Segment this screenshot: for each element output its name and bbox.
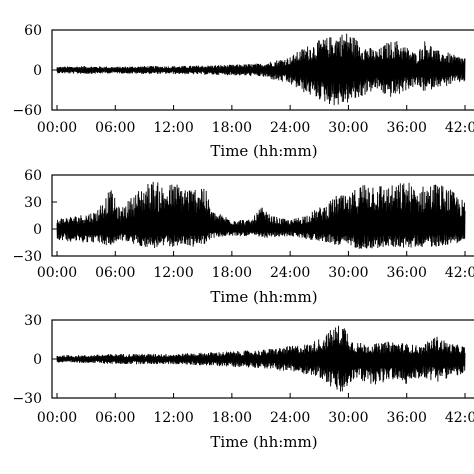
signal-trace	[56, 33, 466, 106]
x-tick-label: 36:00	[387, 410, 427, 426]
y-tick-label: 0	[33, 222, 42, 238]
x-tick-label: 30:00	[328, 410, 368, 426]
x-tick-label: 12:00	[153, 120, 193, 136]
x-tick-label: 12:00	[153, 410, 193, 426]
x-tick-label: 06:00	[95, 120, 135, 136]
x-tick-label: 06:00	[95, 410, 135, 426]
x-tick-label: 06:00	[95, 265, 135, 281]
x-axis-title: Time (hh:mm)	[210, 433, 317, 451]
y-tick-label: −30	[12, 391, 42, 407]
x-tick-label: 42:00	[445, 120, 474, 136]
y-tick-label: 30	[24, 195, 42, 211]
x-tick-label: 00:00	[37, 410, 77, 426]
plot-frame	[51, 174, 474, 257]
x-tick-label: 18:00	[212, 410, 252, 426]
y-tick-label: −30	[12, 249, 42, 265]
x-tick-label: 30:00	[328, 120, 368, 136]
y-tick-label: 0	[33, 63, 42, 79]
x-tick-label: 00:00	[37, 265, 77, 281]
y-tick-label: 60	[24, 23, 42, 39]
x-tick-label: 42:00	[445, 410, 474, 426]
signal-trace	[56, 181, 466, 249]
chart-panel-3: 30 0 −30 00:00 06:00 12:00 18:00 24:00 30:00 36:0…	[12, 313, 474, 451]
x-tick-label: 12:00	[153, 265, 193, 281]
x-tick-label: 36:00	[387, 120, 427, 136]
x-axis-title: Time (hh:mm)	[210, 288, 317, 306]
y-tick-label: 0	[33, 352, 42, 368]
x-tick-label: 42:00	[445, 265, 474, 281]
signal-trace	[56, 325, 466, 392]
x-tick-label: 24:00	[270, 265, 310, 281]
x-tick-label: 18:00	[212, 120, 252, 136]
x-tick-label: 18:00	[212, 265, 252, 281]
x-tick-label: 00:00	[37, 120, 77, 136]
x-tick-label: 24:00	[270, 410, 310, 426]
x-tick-label: 36:00	[387, 265, 427, 281]
x-tick-label: 30:00	[328, 265, 368, 281]
y-tick-label: 60	[24, 168, 42, 184]
x-axis-title: Time (hh:mm)	[210, 142, 317, 160]
x-tick-label: 24:00	[270, 120, 310, 136]
y-tick-label: 30	[24, 313, 42, 329]
y-tick-label: −60	[12, 103, 42, 119]
